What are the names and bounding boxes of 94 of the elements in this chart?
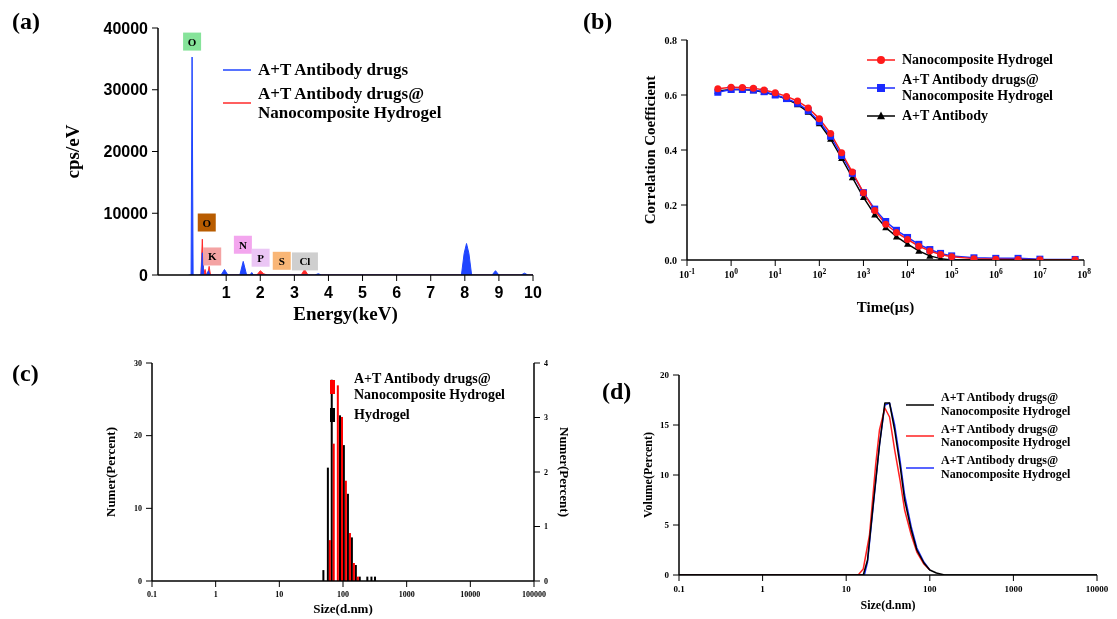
y-axis-title: Volume(Percent) [641,432,656,518]
x-tick-label: 100000 [522,590,546,600]
x-tick-label: 0.1 [673,584,686,595]
x-tick-label: 10 [524,284,542,302]
x-tick-label: 10$^{8}$ [1077,266,1092,280]
legend-label: A+T Antibody drugs@ Nanocomposite Hydrogel [258,83,442,123]
x-tick-label: 10 [841,584,852,595]
x-axis-title: Size(d.nm) [860,598,916,612]
x-tick-label: 3 [289,284,299,302]
element-tag: Cl [291,252,318,271]
y-tick-label: 40000 [103,19,149,37]
y-tick-label: 10 [134,504,142,514]
x-tick-label: 10$^{7}$ [1033,266,1048,280]
y-tick-label: 5 [664,520,670,531]
x-tick-label: 9 [494,284,504,302]
element-tag: O [197,213,216,232]
y-tick-label: 30000 [103,81,149,99]
y-tick-label: 20 [134,431,142,441]
x-tick-label: 1000 [398,590,415,600]
y2-tick-label: 0 [544,576,548,586]
element-tag: P [251,248,270,267]
y-axis-title: Correlation Coefficient [642,75,659,225]
annotation: P [257,251,265,264]
y2-axis-title: Numer(Percent) [557,427,573,517]
legend-label: A+T Antibody drugs [258,60,409,79]
chart-title: (a) [12,8,40,34]
x-tick-label: 10 [275,590,284,600]
x-tick-label: 100 [923,584,938,595]
chart-title: (c) [12,360,39,386]
x-tick-label: 1000 [1004,584,1023,595]
annotation: O [202,216,212,229]
y-tick-label: 0.4 [664,144,677,156]
element-tag: S [272,251,291,270]
legend-label: A+T Antibody drugs@ Nanocomposite Hydrogel [941,453,1071,481]
legend-label: A+T Antibody drugs@ Nanocomposite Hydrogel [902,72,1054,104]
x-tick-label: 1 [213,590,218,600]
annotation: S [278,254,285,267]
y-tick-label: 0.2 [664,199,677,211]
annotation: Cl [299,255,311,268]
y-tick-label: 10000 [103,204,149,222]
x-tick-label: 5 [358,284,368,302]
x-tick-label: 10$^{6}$ [988,266,1003,280]
legend-label: A+T Antibody drugs@ Nanocomposite Hydrogel [354,371,506,403]
annotation: O [187,35,197,48]
element-tag: O [183,32,202,51]
x-tick-label: 8 [460,284,470,302]
legend-label: A+T Antibody [902,108,988,124]
element-tag: K [203,247,222,266]
y-tick-label: 0 [139,266,149,284]
y-tick-label: 0.6 [664,89,677,101]
y-tick-label: 15 [660,420,670,431]
x-tick-label: 6 [392,284,402,302]
x-tick-label: 0.1 [147,590,157,600]
x-tick-label: 10$^{0}$ [724,266,739,280]
x-tick-label: 10000 [460,590,481,600]
x-tick-label: 100 [337,590,349,600]
annotation: N [238,238,247,251]
y-tick-label: 0 [138,576,142,586]
y-tick-label: 0.0 [664,254,677,266]
y2-tick-label: 1 [544,522,548,532]
legend-label: A+T Antibody drugs@ Nanocomposite Hydrogel [941,421,1071,450]
y2-tick-label: 4 [544,358,548,368]
x-axis-title: Energy(keV) [293,303,398,325]
x-tick-label: 10$^{2}$ [812,266,827,280]
y-tick-label: 0.8 [664,34,677,46]
legend-label: Hydrogel [354,407,410,423]
x-tick-label: 10$^{3}$ [856,266,871,280]
annotation: K [207,250,217,263]
x-tick-label: 7 [426,284,436,302]
y-tick-label: 30 [134,358,142,368]
y-tick-label: 20 [660,370,670,381]
x-tick-label: 4 [324,284,333,302]
y-tick-label: 20000 [103,143,149,161]
y-tick-label: 10 [660,470,670,481]
x-tick-label: 10$^{1}$ [768,266,783,280]
y2-tick-label: 3 [544,413,548,423]
x-axis-title: Time(μs) [856,299,915,316]
x-tick-label: 1 [221,284,231,302]
y-axis-title: Numer(Percent) [102,427,118,517]
y2-tick-label: 2 [544,467,548,477]
x-tick-label: 10$^{-1}$ [678,266,696,280]
element-tag: N [233,235,252,254]
x-axis-title: Size(d.nm) [313,601,373,616]
x-tick-label: 2 [255,284,265,302]
x-tick-label: 10$^{4}$ [900,266,915,280]
chart-title: (d) [602,378,632,404]
x-tick-label: 10000 [1085,584,1109,595]
y-axis-title: cps/eV [61,124,83,179]
x-tick-label: 1 [760,584,766,595]
legend-label: A+T Antibody drugs@ Nanocomposite Hydrogel [941,390,1071,418]
chart-title: (b) [583,8,613,34]
y-tick-label: 0 [664,570,670,581]
x-tick-label: 10$^{5}$ [944,266,959,280]
legend-label: Nanocomposite Hydrogel [902,52,1054,67]
